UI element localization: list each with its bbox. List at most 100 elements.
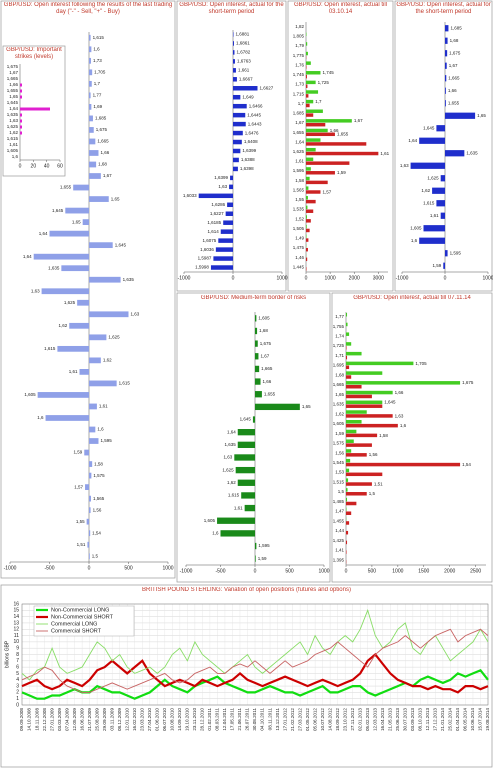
bar-label: 1,615	[119, 381, 131, 386]
y-tick-label: 1,64	[9, 106, 18, 111]
bar-label: 1,66	[448, 88, 457, 93]
bar-label: 1,6	[400, 423, 407, 428]
bar-label: 1,6399	[242, 148, 256, 153]
y-tick-label: 1,71	[335, 353, 344, 358]
x-tick-label: 29.09.2009	[102, 708, 107, 731]
x-tick-label: 02.01.2013	[357, 708, 362, 731]
bar-label: 1,63	[400, 163, 409, 168]
bar	[85, 484, 89, 490]
bar-label: 1,675	[260, 341, 272, 346]
bar-label: 1,615	[228, 493, 240, 498]
bar	[227, 202, 233, 208]
y-tick-label: 1,625	[293, 149, 305, 154]
bar	[252, 416, 255, 423]
bar	[306, 99, 314, 104]
bar-label: 1,605	[410, 225, 422, 230]
y-tick-label: 1,49	[295, 236, 304, 241]
bar	[306, 238, 309, 242]
bar	[306, 180, 328, 185]
bar-label: 1,655	[448, 100, 460, 105]
bar	[346, 443, 372, 447]
y-tick-label: 1,82	[295, 24, 304, 29]
x-tick-label: 22.12.2008	[42, 708, 47, 731]
y-tick-label: 1,605	[333, 421, 345, 426]
y-tick-label: 1,505	[293, 226, 305, 231]
bar	[346, 371, 383, 375]
bar-label: 1,61	[234, 505, 243, 510]
bar	[346, 361, 414, 366]
bar-label: 1,6	[411, 238, 418, 243]
y-tick-label: 1,6	[12, 154, 19, 159]
bar	[235, 466, 255, 474]
x-tick-label: 21.01.2014	[440, 708, 445, 731]
y-tick-label: 1,73	[295, 82, 304, 87]
bar	[220, 229, 233, 234]
x-tick-label: 16.04.2013	[380, 708, 385, 731]
x-tick-label: 500	[368, 568, 377, 574]
y-tick-label: 1,655	[293, 130, 305, 135]
bar	[234, 454, 255, 461]
bar	[306, 142, 367, 146]
bar	[89, 80, 92, 87]
x-tick-label: 18.09.2012	[335, 708, 340, 731]
x-tick-label: 1000	[392, 568, 403, 574]
bar-label: 1,6861	[236, 41, 250, 46]
y-tick-label: 1,67	[9, 70, 18, 75]
y-tick-label: 1,545	[333, 460, 345, 465]
y-tick-label: 1,675	[7, 64, 19, 69]
y-tick-label: 1,655	[7, 88, 19, 93]
bar	[233, 103, 247, 109]
bar-label: 1,68	[259, 328, 268, 333]
bar	[237, 479, 255, 486]
bar	[244, 504, 255, 512]
panel	[287, 0, 394, 292]
x-tick-label: 08.03.2011	[215, 708, 220, 731]
bar-label: 1,55	[76, 519, 85, 524]
bar	[255, 327, 258, 335]
y-tick-label: 1,665	[7, 76, 19, 81]
bar	[436, 125, 445, 132]
x-tick-label: 05.06.2012	[312, 708, 317, 731]
bar-label: 1,625	[222, 467, 234, 472]
bar	[233, 166, 238, 172]
bar	[49, 230, 89, 237]
bar-label: 1,69	[93, 104, 102, 109]
bar	[306, 215, 307, 219]
y-tick-label: 1	[16, 696, 19, 702]
bar	[89, 57, 91, 64]
chart-title: GBP/USD: Medium-term border of risks	[200, 295, 307, 301]
y-tick-label: 1,695	[333, 363, 345, 368]
x-tick-label: 08.12.2009	[117, 708, 122, 731]
bar	[419, 237, 445, 244]
bar-label: 1,66	[100, 150, 109, 155]
bar	[89, 138, 96, 145]
bar	[89, 276, 121, 283]
x-tick-label: 27.01.2009	[49, 708, 54, 731]
bar	[346, 351, 362, 356]
bar-label: 1,61	[99, 404, 108, 409]
bar	[445, 37, 448, 44]
bar	[255, 391, 262, 398]
bar	[20, 107, 50, 111]
bar-label: 1,635	[224, 442, 236, 447]
bar-label: 1,67	[260, 353, 269, 358]
bar	[255, 365, 260, 373]
x-tick-label: 03.11.2009	[109, 708, 114, 731]
bar	[230, 175, 233, 181]
bar	[89, 127, 94, 133]
bar-label: 1,745	[322, 70, 334, 75]
bar-label: 1,595	[258, 543, 270, 548]
bar	[255, 555, 256, 562]
bar	[233, 94, 241, 100]
x-tick-label: 14.10.2008	[27, 708, 32, 731]
bar	[346, 488, 348, 492]
bar	[79, 369, 89, 375]
bar	[346, 449, 352, 453]
bar-label: 1,66	[395, 390, 404, 395]
bar-label: 1,645	[384, 400, 396, 405]
x-tick-label: 30.07.2013	[403, 708, 408, 731]
x-tick-label: 09.09.2008	[19, 708, 24, 731]
bar-label: 1,62	[103, 358, 112, 363]
bar	[20, 131, 22, 135]
